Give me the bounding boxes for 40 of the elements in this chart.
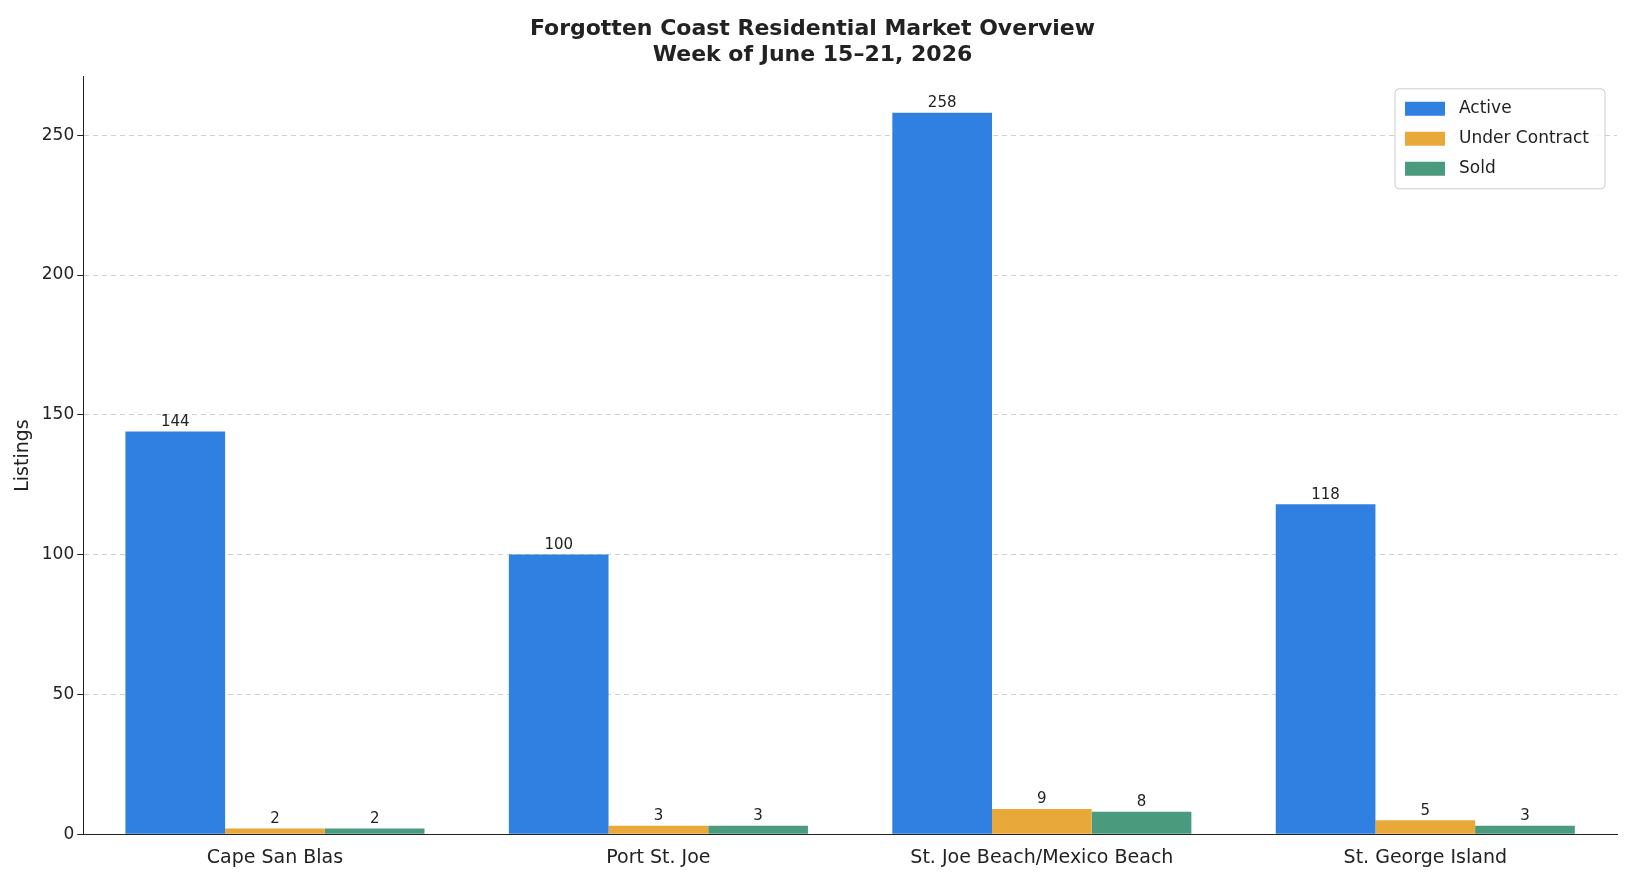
data-label: 118 [1311,484,1340,503]
x-tick-label: Cape San Blas [206,844,344,867]
y-tick-label: 0 [63,822,75,843]
data-label: 9 [1037,789,1047,808]
bar [608,825,709,834]
bar [225,828,325,834]
chart-subtitle: Week of June 15–21, 2026 [652,41,973,67]
y-tick-label: 200 [41,263,75,284]
data-label: 100 [544,535,574,553]
legend-label: Under Contract [1459,127,1590,148]
bar [508,554,609,834]
x-tick-label: St. Joe Beach/Mexico Beach [910,844,1174,867]
x-tick-label: St. George Island [1343,844,1507,867]
bar [1475,825,1575,834]
data-label: 2 [369,809,380,827]
bar [324,828,425,834]
data-label: 5 [1420,800,1431,819]
bar [125,431,226,834]
y-tick-label: 150 [41,403,75,424]
bar [708,825,808,834]
bar [1375,820,1476,834]
x-tick-label: Port St. Joe [606,844,711,867]
bar [1275,504,1376,834]
y-axis-title: Listings [10,419,33,492]
bar [892,112,992,834]
legend-label: Sold [1459,157,1496,178]
data-label: 3 [753,806,763,825]
chart-title: Forgotten Coast Residential Market Overview [529,14,1096,40]
y-tick-label: 250 [41,123,75,144]
data-label: 258 [927,93,957,112]
data-label: 3 [653,806,664,825]
data-label: 3 [1520,806,1530,825]
legend-label: Active [1459,97,1512,118]
y-tick-label: 100 [41,543,75,564]
bar [992,809,1092,834]
data-label: 144 [160,411,190,430]
y-tick-label: 50 [52,682,75,703]
data-label: 8 [1136,792,1147,811]
data-label: 2 [270,809,280,827]
bar [1091,811,1192,834]
